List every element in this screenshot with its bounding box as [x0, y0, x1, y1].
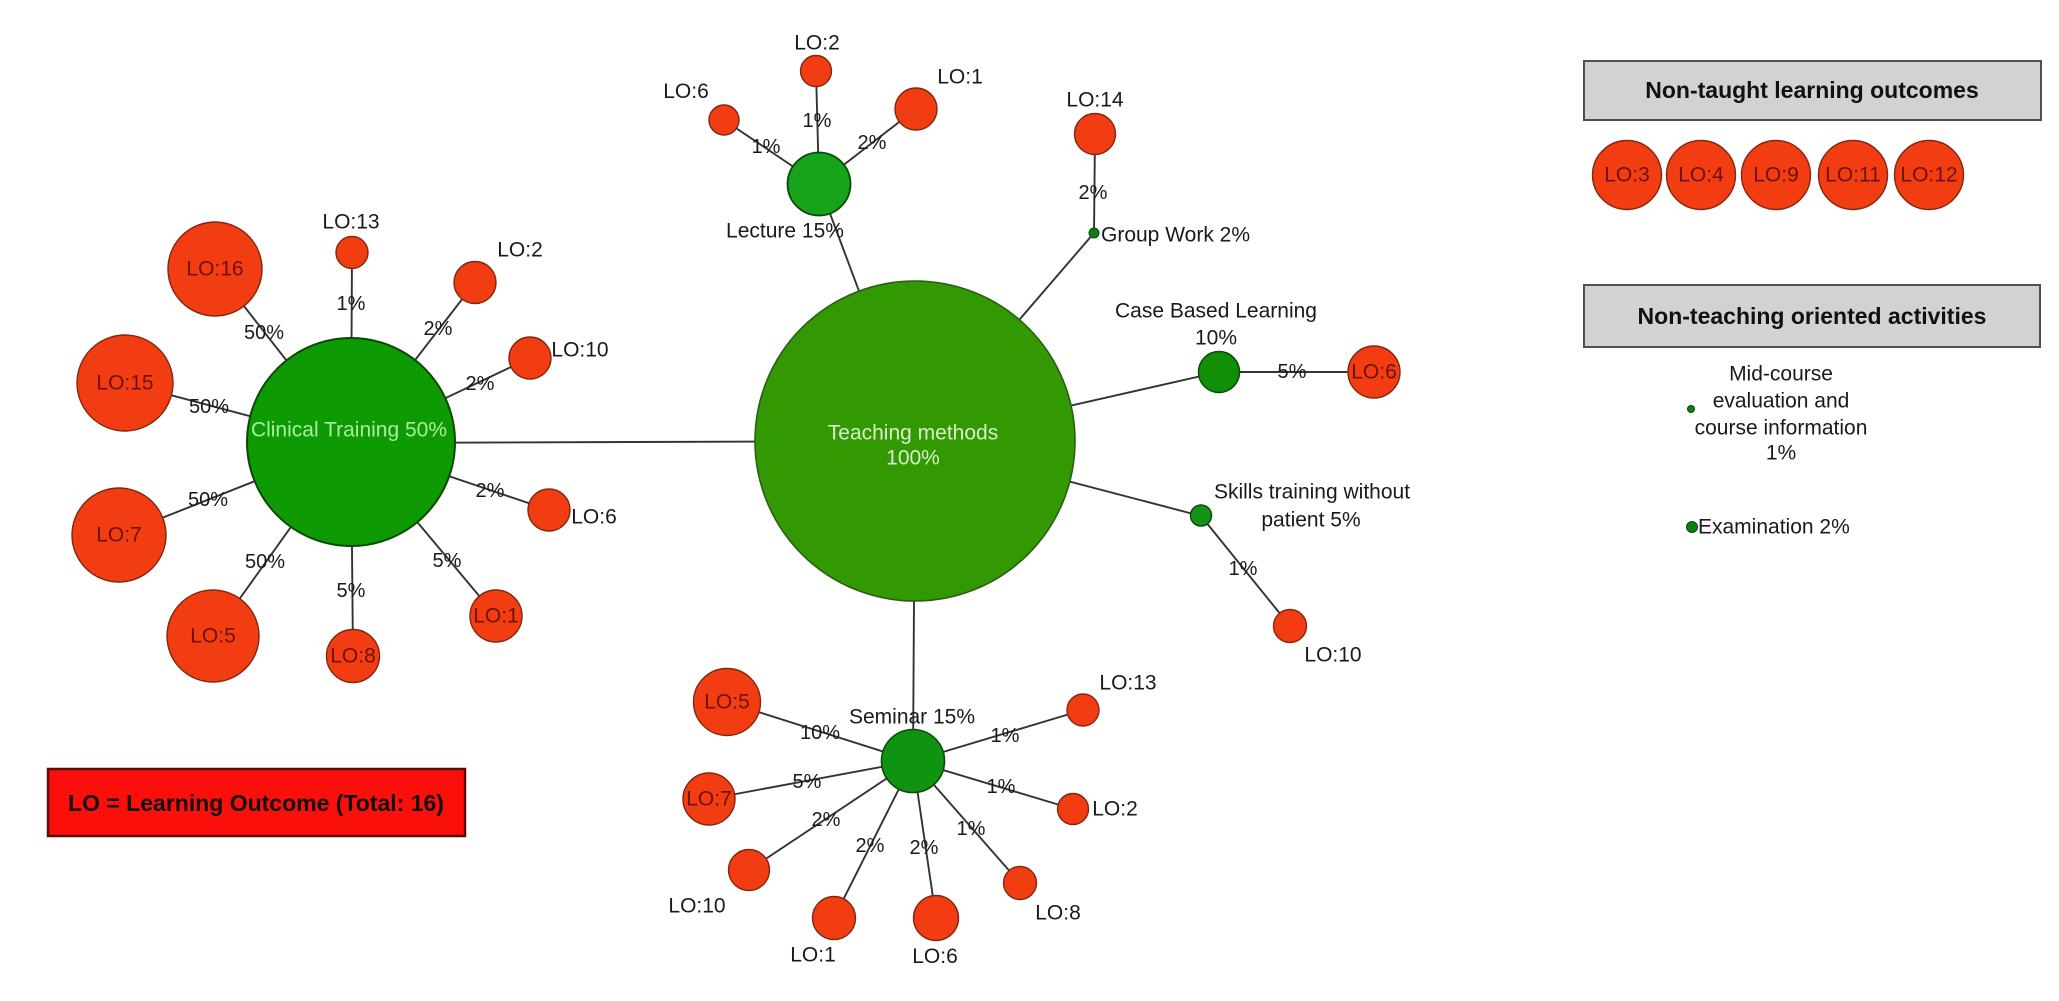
svg-text:2%: 2%	[858, 132, 887, 154]
svg-text:Non-teaching oriented activiti: Non-teaching oriented activities	[1638, 303, 1987, 329]
svg-text:LO:6: LO:6	[571, 506, 617, 529]
svg-text:2%: 2%	[812, 809, 841, 831]
svg-text:10%: 10%	[1195, 327, 1237, 350]
svg-text:LO:2: LO:2	[1092, 798, 1138, 821]
svg-text:2%: 2%	[476, 480, 505, 502]
svg-text:Lecture 15%: Lecture 15%	[726, 220, 844, 243]
svg-text:2%: 2%	[466, 373, 495, 395]
svg-text:5%: 5%	[433, 550, 462, 572]
svg-text:LO:5: LO:5	[704, 691, 750, 714]
svg-text:Group Work 2%: Group Work 2%	[1101, 224, 1250, 247]
svg-text:Mid-course: Mid-course	[1729, 363, 1833, 386]
svg-text:LO:5: LO:5	[190, 625, 236, 648]
svg-text:LO:8: LO:8	[330, 645, 376, 668]
svg-text:LO:7: LO:7	[96, 524, 142, 547]
svg-text:Clinical Training 50%: Clinical Training 50%	[251, 419, 447, 442]
svg-text:Non-taught learning outcomes: Non-taught learning outcomes	[1645, 77, 1979, 103]
svg-text:1%: 1%	[957, 818, 986, 840]
svg-text:LO:1: LO:1	[937, 66, 983, 89]
svg-text:LO:6: LO:6	[663, 80, 709, 103]
svg-text:Skills training without: Skills training without	[1214, 481, 1410, 504]
svg-text:2%: 2%	[910, 837, 939, 859]
svg-text:LO:10: LO:10	[551, 339, 608, 362]
svg-text:LO:12: LO:12	[1900, 164, 1957, 187]
svg-text:LO:11: LO:11	[1825, 164, 1881, 187]
svg-text:1%: 1%	[752, 136, 781, 158]
svg-text:LO:6: LO:6	[912, 945, 958, 968]
svg-text:LO:2: LO:2	[497, 239, 543, 262]
svg-text:LO:10: LO:10	[668, 895, 725, 918]
svg-text:LO:13: LO:13	[1099, 672, 1156, 695]
svg-text:10%: 10%	[800, 722, 840, 744]
svg-text:LO = Learning Outcome (Total:: LO = Learning Outcome (Total: 16)	[68, 790, 444, 816]
svg-text:LO:9: LO:9	[1753, 164, 1799, 187]
svg-text:1%: 1%	[987, 776, 1016, 798]
svg-text:2%: 2%	[856, 835, 885, 857]
svg-text:2%: 2%	[424, 318, 453, 340]
svg-text:Case Based Learning: Case Based Learning	[1115, 300, 1317, 323]
svg-text:Seminar 15%: Seminar 15%	[849, 706, 975, 729]
svg-text:course information: course information	[1695, 417, 1868, 440]
svg-text:5%: 5%	[793, 771, 822, 793]
svg-text:LO:16: LO:16	[186, 258, 243, 281]
svg-text:evaluation and: evaluation and	[1713, 390, 1850, 413]
svg-text:5%: 5%	[337, 580, 366, 602]
svg-text:LO:15: LO:15	[96, 372, 153, 395]
svg-text:1%: 1%	[1229, 558, 1258, 580]
svg-text:LO:1: LO:1	[473, 605, 519, 628]
svg-text:5%: 5%	[1278, 361, 1307, 383]
svg-text:LO:8: LO:8	[1035, 902, 1081, 925]
svg-text:LO:10: LO:10	[1304, 644, 1361, 667]
svg-text:LO:4: LO:4	[1678, 164, 1724, 187]
svg-text:LO:7: LO:7	[686, 788, 732, 811]
svg-text:LO:14: LO:14	[1066, 89, 1124, 112]
svg-text:50%: 50%	[245, 551, 285, 573]
svg-text:LO:1: LO:1	[790, 944, 836, 967]
svg-text:Teaching methods: Teaching methods	[828, 422, 998, 445]
svg-text:patient 5%: patient 5%	[1261, 509, 1360, 532]
svg-text:1%: 1%	[1766, 442, 1796, 465]
svg-text:100%: 100%	[886, 447, 940, 470]
svg-text:LO:3: LO:3	[1604, 164, 1650, 187]
svg-text:1%: 1%	[337, 293, 366, 315]
svg-text:50%: 50%	[188, 489, 228, 511]
svg-text:1%: 1%	[803, 110, 832, 132]
svg-text:LO:6: LO:6	[1351, 361, 1397, 384]
svg-text:LO:13: LO:13	[322, 211, 379, 234]
svg-text:LO:2: LO:2	[794, 32, 840, 55]
svg-text:1%: 1%	[991, 725, 1020, 747]
svg-text:Examination 2%: Examination 2%	[1698, 516, 1850, 539]
svg-text:50%: 50%	[189, 396, 229, 418]
svg-text:2%: 2%	[1079, 182, 1108, 204]
svg-text:50%: 50%	[244, 322, 284, 344]
